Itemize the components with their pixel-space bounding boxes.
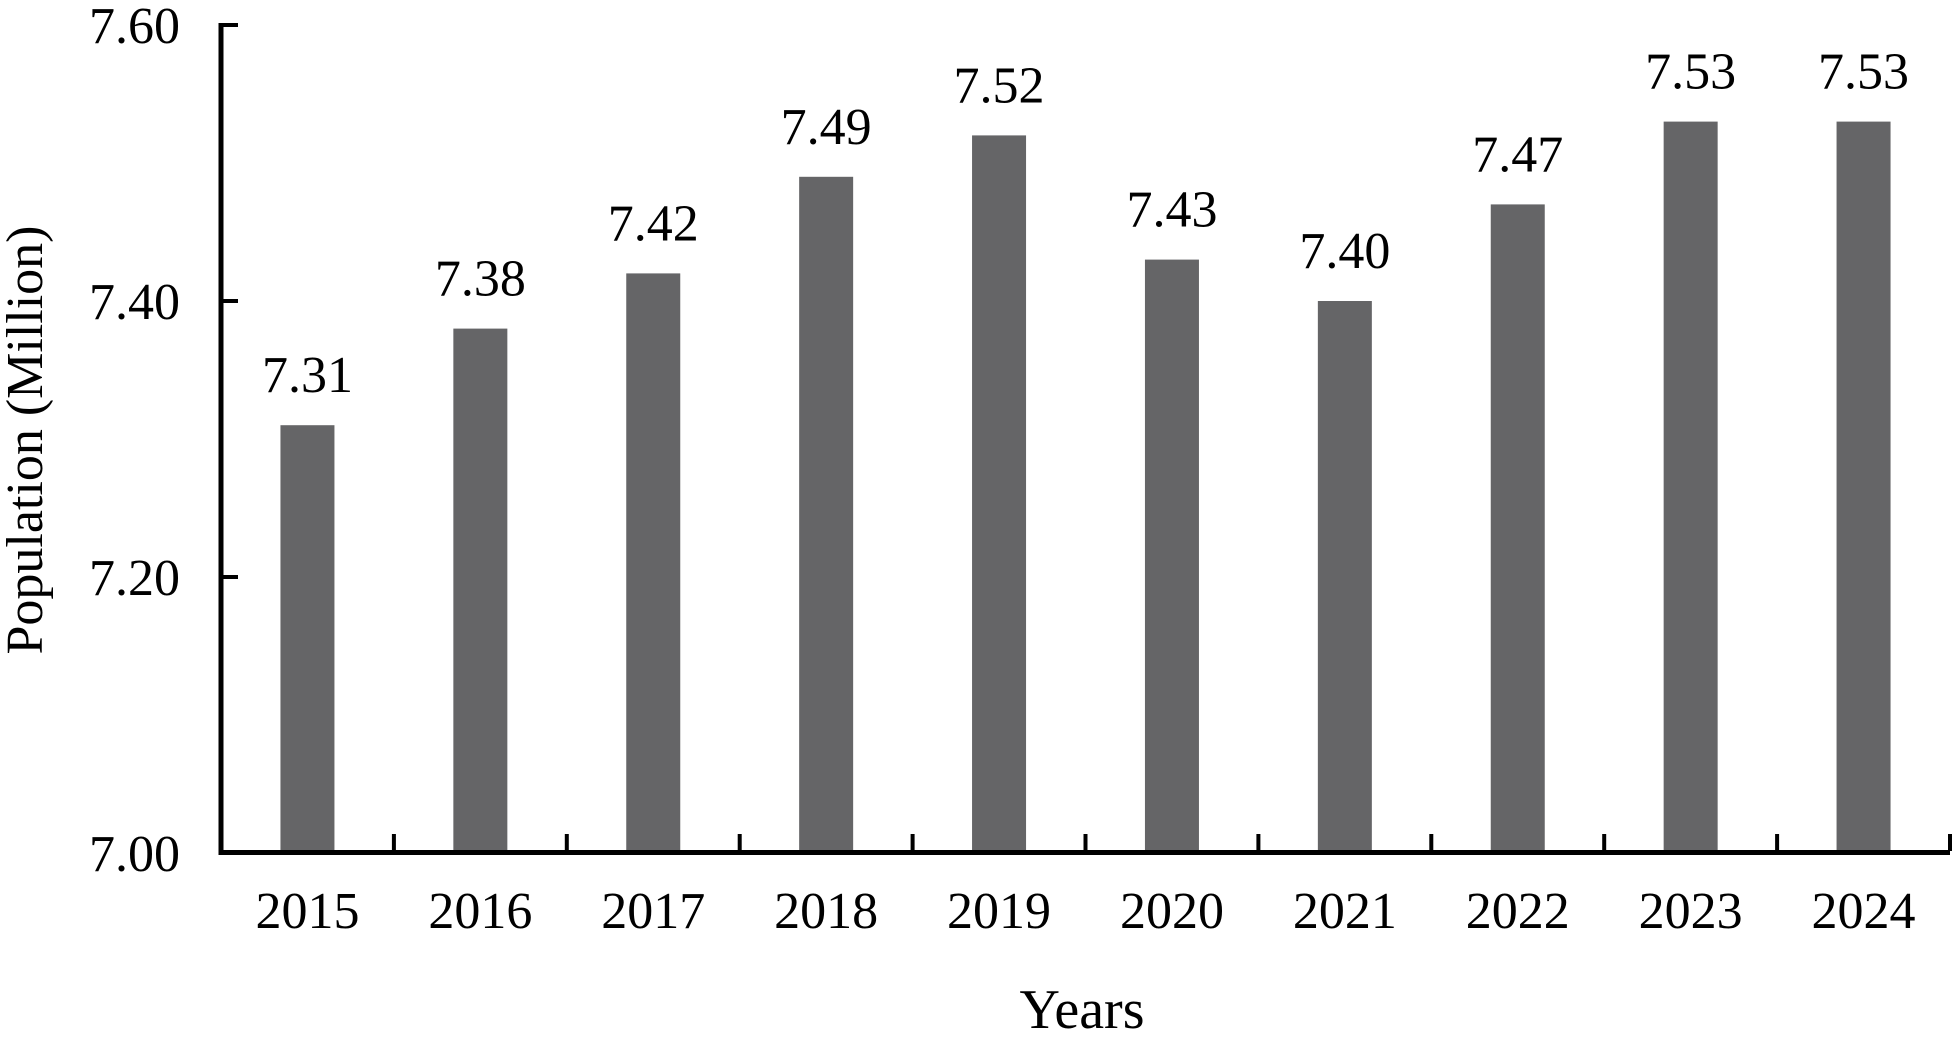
x-tick-label-2021: 2021 — [1293, 883, 1397, 940]
labels-layer: 7.31 2015 7.38 2016 7.42 2017 7.49 2018 7.52 2019… — [89, 0, 1916, 940]
x-tick-label-2022: 2022 — [1466, 883, 1570, 940]
y-tick-label-7.20: 7.20 — [89, 550, 180, 607]
value-label-2021: 7.40 — [1299, 223, 1390, 280]
value-label-2016: 7.38 — [435, 251, 526, 308]
y-tick-label-7.60: 7.60 — [89, 0, 180, 55]
bar-2018 — [799, 176, 854, 851]
value-label-2018: 7.49 — [781, 99, 872, 156]
value-label-2015: 7.31 — [262, 347, 353, 404]
x-tick-label-2018: 2018 — [774, 883, 878, 940]
x-tick-label-2024: 2024 — [1812, 883, 1916, 940]
axes-layer — [218, 23, 1952, 855]
bar-2015 — [280, 425, 335, 850]
y-tick-label-7.40: 7.40 — [89, 274, 180, 331]
value-label-2023: 7.53 — [1645, 44, 1736, 101]
x-tick-label-2019: 2019 — [947, 883, 1051, 940]
y-tick-label-7.00: 7.00 — [89, 826, 180, 883]
bar-2020 — [1144, 259, 1199, 851]
y-axis-title: Population (Million) — [0, 226, 54, 655]
value-label-2017: 7.42 — [608, 195, 699, 252]
bar-2024 — [1836, 121, 1891, 851]
x-tick-label-2020: 2020 — [1120, 883, 1224, 940]
x-tick-label-2015: 2015 — [255, 883, 359, 940]
bar-2021 — [1317, 301, 1372, 850]
value-label-2024: 7.53 — [1818, 44, 1909, 101]
bar-2016 — [453, 328, 508, 851]
value-label-2020: 7.43 — [1126, 182, 1217, 239]
x-tick-label-2017: 2017 — [601, 883, 705, 940]
value-label-2022: 7.47 — [1472, 126, 1563, 183]
x-axis-title: Years — [1020, 979, 1145, 1041]
bars-layer — [280, 121, 1891, 851]
x-tick-label-2016: 2016 — [428, 883, 532, 940]
bar-2019 — [972, 135, 1027, 850]
bar-2022 — [1490, 204, 1545, 850]
bar-2023 — [1663, 121, 1718, 851]
x-tick-label-2023: 2023 — [1639, 883, 1743, 940]
bar-2017 — [626, 273, 681, 850]
value-label-2019: 7.52 — [954, 57, 1045, 114]
